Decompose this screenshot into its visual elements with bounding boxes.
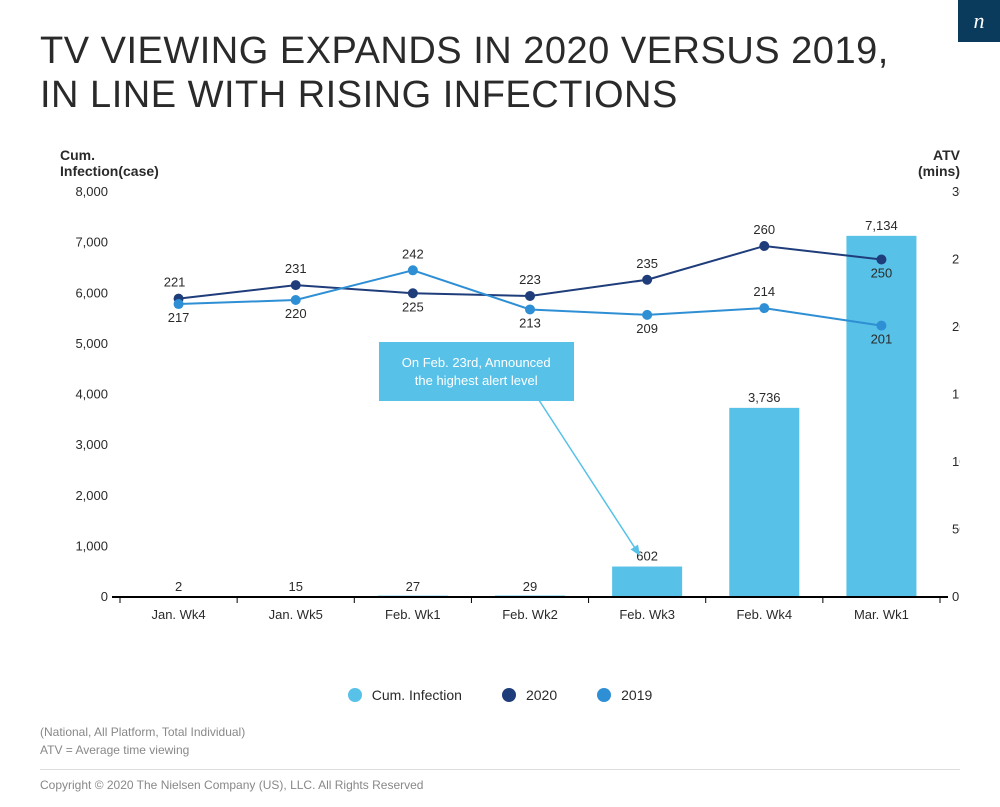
svg-text:602: 602 (636, 549, 658, 564)
chart-legend: Cum. Infection 2020 2019 (40, 687, 960, 703)
svg-text:2: 2 (175, 579, 182, 594)
svg-text:0: 0 (952, 589, 959, 604)
legend-item-2020: 2020 (502, 687, 557, 703)
svg-text:235: 235 (636, 256, 658, 271)
svg-text:260: 260 (753, 222, 775, 237)
left-axis-label: Cum. Infection(case) (60, 147, 159, 179)
svg-text:213: 213 (519, 316, 541, 331)
legend-label: Cum. Infection (372, 687, 462, 703)
footnote-line2: ATV = Average time viewing (40, 741, 960, 759)
legend-item-2019: 2019 (597, 687, 652, 703)
svg-text:2,000: 2,000 (75, 488, 108, 503)
svg-text:221: 221 (164, 275, 186, 290)
right-axis-label-l2: (mins) (918, 163, 960, 179)
svg-text:27: 27 (406, 579, 420, 594)
svg-text:250: 250 (871, 266, 893, 281)
legend-swatch-2019 (597, 688, 611, 702)
footnote-line1: (National, All Platform, Total Individua… (40, 723, 960, 741)
legend-label: 2020 (526, 687, 557, 703)
svg-text:150: 150 (952, 387, 960, 402)
right-axis-label-l1: ATV (918, 147, 960, 163)
svg-text:4,000: 4,000 (75, 387, 108, 402)
svg-text:223: 223 (519, 272, 541, 287)
left-axis-label-l2: Infection(case) (60, 163, 159, 179)
svg-text:3,000: 3,000 (75, 438, 108, 453)
chart-container: Cum. Infection(case) ATV (mins) 01,0002,… (40, 152, 960, 682)
combo-chart: 0 1,000 2,000 3,000 4,000 5,000 6,000 7,000 8,00… (40, 182, 960, 652)
svg-text:201: 201 (871, 332, 893, 347)
svg-text:0: 0 (101, 589, 108, 604)
legend-item-cum-infection: Cum. Infection (348, 687, 462, 703)
legend-swatch-2020 (502, 688, 516, 702)
svg-text:300: 300 (952, 184, 960, 199)
logo-text: n (974, 8, 985, 34)
svg-text:Jan. Wk5: Jan. Wk5 (269, 607, 323, 622)
svg-text:6,000: 6,000 (75, 286, 108, 301)
svg-text:100: 100 (952, 454, 960, 469)
svg-text:5,000: 5,000 (75, 336, 108, 351)
chart-title: TV VIEWING EXPANDS IN 2020 VERSUS 2019, … (40, 30, 890, 117)
svg-text:Feb. Wk1: Feb. Wk1 (385, 607, 441, 622)
left-axis-label-l1: Cum. (60, 147, 159, 163)
right-axis-label: ATV (mins) (918, 147, 960, 179)
svg-text:200: 200 (952, 319, 960, 334)
svg-text:7,000: 7,000 (75, 235, 108, 250)
svg-text:Feb. Wk4: Feb. Wk4 (736, 607, 792, 622)
legend-swatch-bar (348, 688, 362, 702)
copyright-text: Copyright © 2020 The Nielsen Company (US… (40, 769, 960, 792)
legend-label: 2019 (621, 687, 652, 703)
svg-text:50: 50 (952, 522, 960, 537)
svg-text:242: 242 (402, 247, 424, 262)
annotation-callout: On Feb. 23rd, Announced the highest aler… (379, 342, 574, 401)
svg-text:231: 231 (285, 262, 307, 277)
svg-text:1,000: 1,000 (75, 539, 108, 554)
svg-text:225: 225 (402, 300, 424, 315)
footnotes: (National, All Platform, Total Individua… (40, 723, 960, 759)
svg-text:220: 220 (285, 306, 307, 321)
svg-text:209: 209 (636, 321, 658, 336)
svg-text:217: 217 (168, 310, 190, 325)
svg-text:250: 250 (952, 252, 960, 267)
annotation-line2: the highest alert level (395, 372, 558, 390)
svg-text:15: 15 (288, 579, 302, 594)
svg-text:Jan. Wk4: Jan. Wk4 (151, 607, 205, 622)
svg-text:3,736: 3,736 (748, 390, 781, 405)
svg-text:Feb. Wk3: Feb. Wk3 (619, 607, 675, 622)
annotation-line1: On Feb. 23rd, Announced (395, 354, 558, 372)
svg-text:8,000: 8,000 (75, 184, 108, 199)
nielsen-logo: n (958, 0, 1000, 42)
svg-text:Feb. Wk2: Feb. Wk2 (502, 607, 558, 622)
svg-text:214: 214 (753, 284, 775, 299)
svg-text:7,134: 7,134 (865, 218, 898, 233)
svg-text:29: 29 (523, 579, 537, 594)
svg-text:Mar. Wk1: Mar. Wk1 (854, 607, 909, 622)
